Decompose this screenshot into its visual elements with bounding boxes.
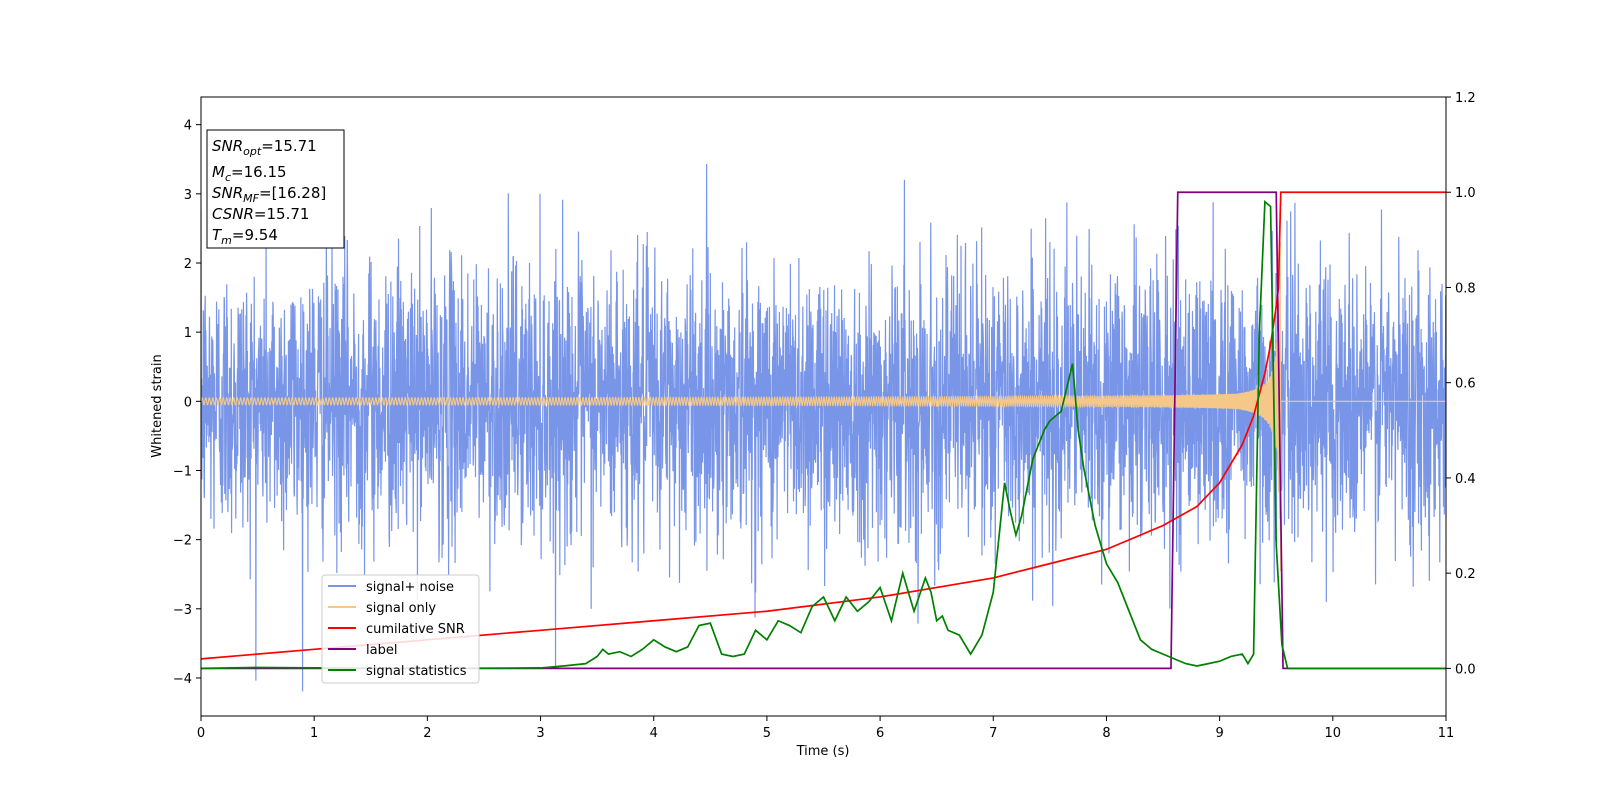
x-tick-label: 7 (989, 726, 997, 741)
x-tick-label: 0 (197, 726, 205, 741)
info-box-frame (206, 129, 345, 249)
legend-label-signal-noise: signal+ noise (366, 580, 454, 595)
y-right-axis-ticks: 1.2 1.0 0.8 0.6 0.4 0.2 0.0 (1446, 91, 1476, 677)
y-left-tick-label: 0 (184, 395, 192, 410)
x-tick-label: 11 (1438, 726, 1455, 741)
y-left-tick-label: −2 (173, 534, 192, 549)
y-right-tick-label: 0.6 (1455, 377, 1476, 392)
plot-area-frame (200, 96, 1447, 717)
series-signal-statistics-line (201, 199, 1446, 670)
series-signal-only-line (201, 241, 1446, 572)
y-axis-label: Whitened strain (150, 354, 165, 457)
info-snr-mf: SNRMF=[16.28] (212, 184, 326, 205)
info-box: SNRopt=15.71 Mc=16.15 SNRMF=[16.28] CSNR… (206, 129, 345, 249)
info-snr-opt: SNRopt=15.71 (212, 137, 317, 158)
y-right-tick-label: 1.2 (1455, 91, 1476, 106)
x-tick-label: 1 (310, 726, 318, 741)
y-left-axis-ticks: 4 3 2 1 0 −1 −2 −3 −4 (173, 119, 201, 687)
y-right-tick-label: 0.0 (1455, 662, 1476, 677)
info-tm: Tm=9.54 (212, 226, 278, 247)
info-csnr: CSNR=15.71 (212, 205, 309, 223)
series-cumilative-snr-line (201, 191, 1446, 660)
x-tick-label: 6 (876, 726, 884, 741)
legend-items: signal+ noise signal only cumilative SNR la… (328, 580, 467, 679)
y-right-tick-label: 0.2 (1455, 567, 1476, 582)
legend-frame (321, 574, 480, 684)
y-left-tick-label: −3 (173, 603, 192, 618)
y-right-tick-label: 0.8 (1455, 281, 1476, 296)
legend-label-signal-only: signal only (366, 601, 436, 616)
x-tick-label: 4 (650, 726, 658, 741)
x-tick-label: 8 (1102, 726, 1110, 741)
y-left-tick-label: 3 (184, 188, 192, 203)
x-tick-label: 5 (763, 726, 771, 741)
legend: signal+ noise signal only cumilative SNR la… (321, 574, 480, 684)
info-mc: Mc=16.15 (212, 163, 287, 184)
legend-label-signal-statistics: signal statistics (366, 664, 467, 679)
series-layer (201, 164, 1446, 692)
y-left-tick-label: −4 (173, 672, 192, 687)
y-right-tick-label: 0.4 (1455, 472, 1476, 487)
x-axis-label: Time (s) (796, 744, 850, 759)
y-right-tick-label: 1.0 (1455, 186, 1476, 201)
x-axis-ticks: 0 1 2 3 4 5 6 7 8 9 10 11 (197, 716, 1454, 741)
x-tick-label: 10 (1325, 726, 1342, 741)
y-left-tick-label: 4 (184, 119, 192, 134)
y-left-tick-label: −1 (173, 464, 192, 479)
legend-label-label: label (366, 643, 397, 658)
y-left-tick-label: 1 (184, 326, 192, 341)
y-left-tick-label: 2 (184, 257, 192, 272)
x-tick-label: 3 (536, 726, 544, 741)
x-tick-label: 9 (1215, 726, 1223, 741)
legend-label-cumilative-snr: cumilative SNR (366, 622, 465, 637)
x-tick-label: 2 (423, 726, 431, 741)
